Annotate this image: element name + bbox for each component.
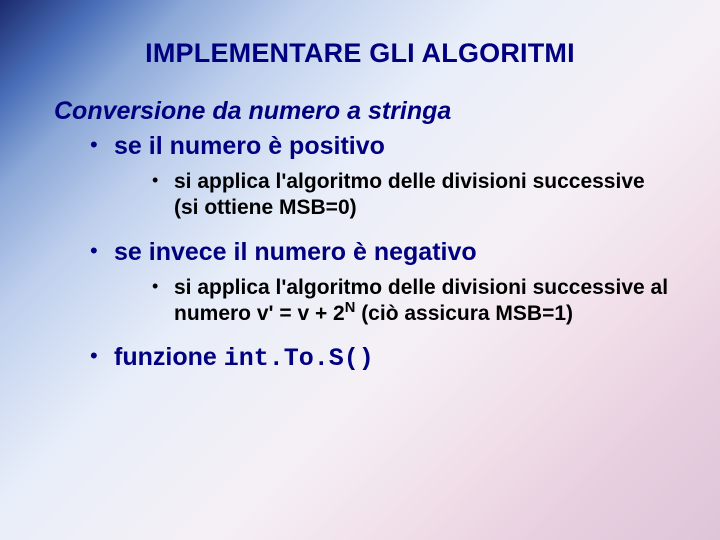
slide-title: IMPLEMENTARE GLI ALGORITMI <box>40 38 680 69</box>
superscript: N <box>345 300 356 316</box>
bullet-level2: si applica l'algoritmo delle divisioni s… <box>150 275 670 328</box>
bullet-level1: se invece il numero è negativo <box>86 238 680 267</box>
code-text: int.To.S() <box>224 344 374 373</box>
text-run: (ciò assicura MSB=1) <box>355 302 573 325</box>
bullet-level1: se il numero è positivo <box>86 132 680 161</box>
bullet-level2: si applica l'algoritmo delle divisioni s… <box>150 169 670 222</box>
slide: IMPLEMENTARE GLI ALGORITMI Conversione d… <box>0 0 720 540</box>
text-run: funzione <box>114 343 224 371</box>
bullet-level1: funzione int.To.S() <box>86 343 680 373</box>
slide-subtitle: Conversione da numero a stringa <box>54 97 680 126</box>
